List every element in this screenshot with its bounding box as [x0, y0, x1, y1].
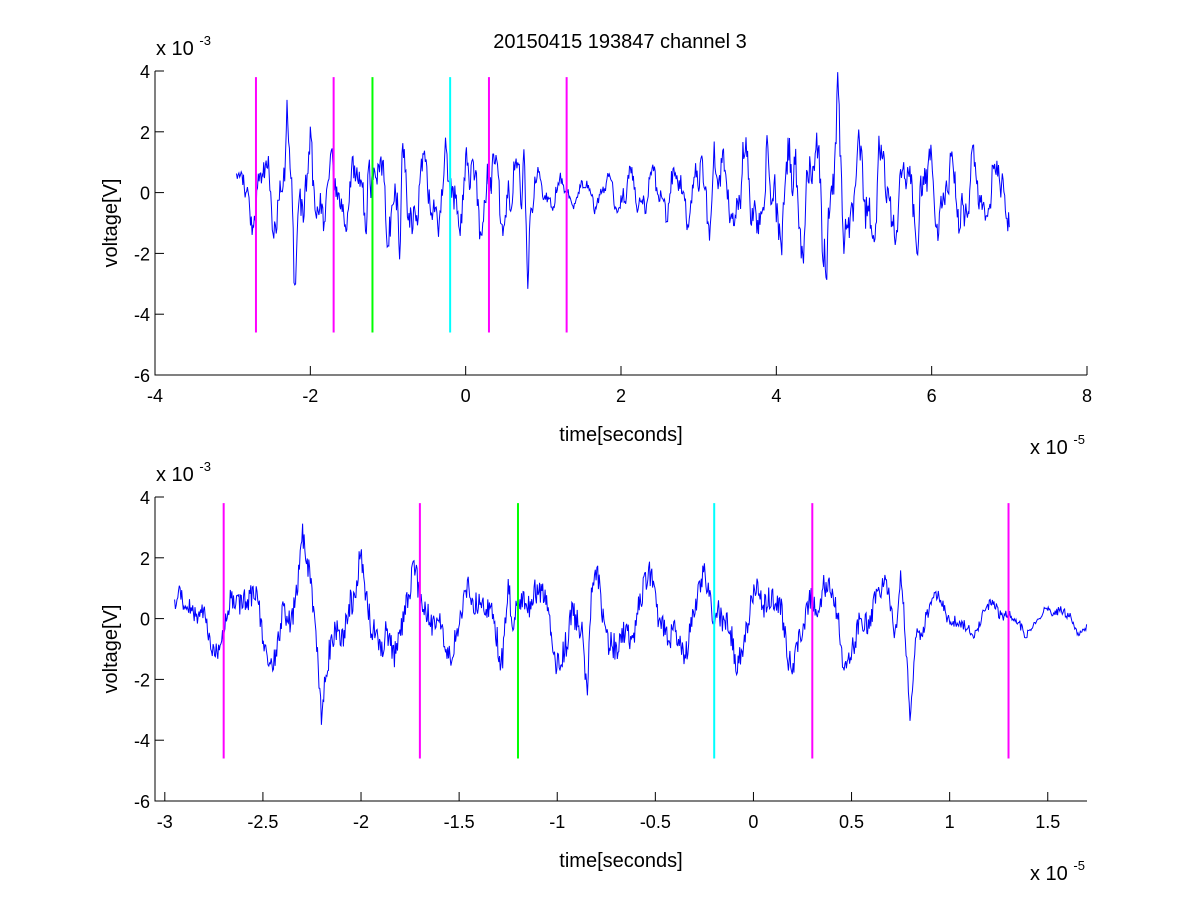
top-y-multiplier: x 10 -3	[156, 33, 211, 60]
top-xtick-label: 0	[461, 386, 471, 406]
bottom-ytick-label: -4	[134, 731, 150, 751]
bottom-xtick-label: -3	[157, 812, 173, 832]
top-ytick-label: -6	[134, 366, 150, 386]
bottom-ytick-label: 0	[140, 610, 150, 630]
top-y-axis-label: voltage[V]	[100, 179, 122, 268]
top-x-axis-label: time[seconds]	[559, 424, 682, 446]
bottom-ytick-label: 2	[140, 549, 150, 569]
top-xtick-label: 2	[616, 386, 626, 406]
top-ytick-label: -2	[134, 244, 150, 264]
top-ytick-label: 4	[140, 62, 150, 82]
bottom-x-multiplier-base: x 10	[1030, 863, 1068, 885]
bottom-ytick-label: -2	[134, 670, 150, 690]
top-ytick-label: 0	[140, 184, 150, 204]
bottom-x-axis-label: time[seconds]	[559, 850, 682, 872]
bottom-xtick-label: -2	[353, 812, 369, 832]
top-xtick-label: 6	[927, 386, 937, 406]
top-x-multiplier-exponent: -5	[1073, 432, 1085, 447]
bottom-y-multiplier: x 10 -3	[156, 459, 211, 486]
bottom-ytick-layer: -6 -4 -2 0 2 4	[134, 488, 164, 812]
top-xtick-label: 8	[1082, 386, 1092, 406]
bottom-ytick-label: 4	[140, 488, 150, 508]
bottom-xtick-label: -1	[549, 812, 565, 832]
bottom-signal-layer	[174, 523, 1088, 725]
top-ytick-label: 2	[140, 123, 150, 143]
bottom-y-multiplier-exponent: -3	[199, 459, 211, 474]
bottom-ytick-label: -6	[134, 792, 150, 812]
bottom-plot: -3 -2.5 -2 -1.5 -1 -0.5 0 0.5 1 1.5 -6 -4 -2 0 2 4 tim…	[100, 459, 1088, 885]
bottom-xtick-label: 1	[945, 812, 955, 832]
top-ytick-layer: -6 -4 -2 0 2 4	[134, 62, 164, 386]
bottom-x-multiplier: x 10 -5	[1030, 858, 1085, 885]
bottom-x-multiplier-exponent: -5	[1073, 858, 1085, 873]
bottom-xtick-label: 1.5	[1035, 812, 1060, 832]
bottom-xtick-label: -1.5	[444, 812, 475, 832]
top-xtick-layer: -4 -2 0 2 4 6 8	[147, 366, 1092, 406]
top-y-multiplier-base: x 10	[156, 38, 194, 60]
bottom-xtick-label: -0.5	[640, 812, 671, 832]
top-signal-trace	[236, 72, 1010, 289]
top-xtick-label: -2	[302, 386, 318, 406]
top-y-multiplier-exponent: -3	[199, 33, 211, 48]
top-marker-layer	[254, 77, 568, 333]
bottom-signal-trace	[174, 523, 1088, 725]
top-xtick-label: 4	[771, 386, 781, 406]
bottom-xtick-label: 0.5	[839, 812, 864, 832]
bottom-xtick-layer: -3 -2.5 -2 -1.5 -1 -0.5 0 0.5 1 1.5	[157, 792, 1060, 832]
bottom-xtick-label: -2.5	[247, 812, 278, 832]
bottom-y-multiplier-base: x 10	[156, 464, 194, 486]
top-signal-layer	[236, 72, 1010, 289]
bottom-xtick-label: 0	[748, 812, 758, 832]
top-ytick-label: -4	[134, 305, 150, 325]
top-x-multiplier-base: x 10	[1030, 437, 1068, 459]
top-xtick-label: -4	[147, 386, 163, 406]
bottom-y-axis-label: voltage[V]	[100, 605, 122, 694]
bottom-marker-layer	[222, 503, 1010, 759]
figure-title: 20150415 193847 channel 3	[493, 31, 747, 53]
top-x-multiplier: x 10 -5	[1030, 432, 1085, 459]
